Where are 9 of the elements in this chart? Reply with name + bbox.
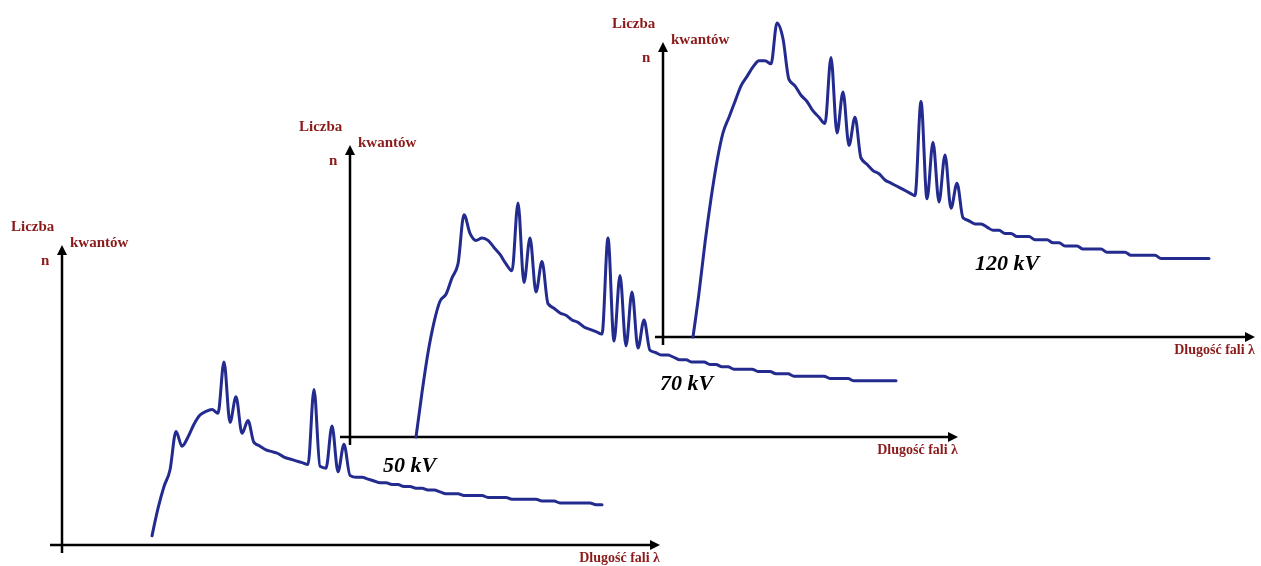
- text: Liczba kwantów n: [612, 15, 730, 65]
- text: Liczba kwantów n: [299, 118, 417, 168]
- series-label: 50 kV: [383, 452, 439, 477]
- series-label: 120 kV: [975, 250, 1042, 275]
- x-axis-title: Dlugość fali λ: [579, 550, 661, 565]
- text: Liczba kwantów n: [11, 218, 129, 268]
- x-axis-title: Dlugość fali λ: [877, 442, 959, 457]
- x-axis-title: Dlugość fali λ: [1174, 342, 1256, 357]
- series-label: 70 kV: [660, 370, 716, 395]
